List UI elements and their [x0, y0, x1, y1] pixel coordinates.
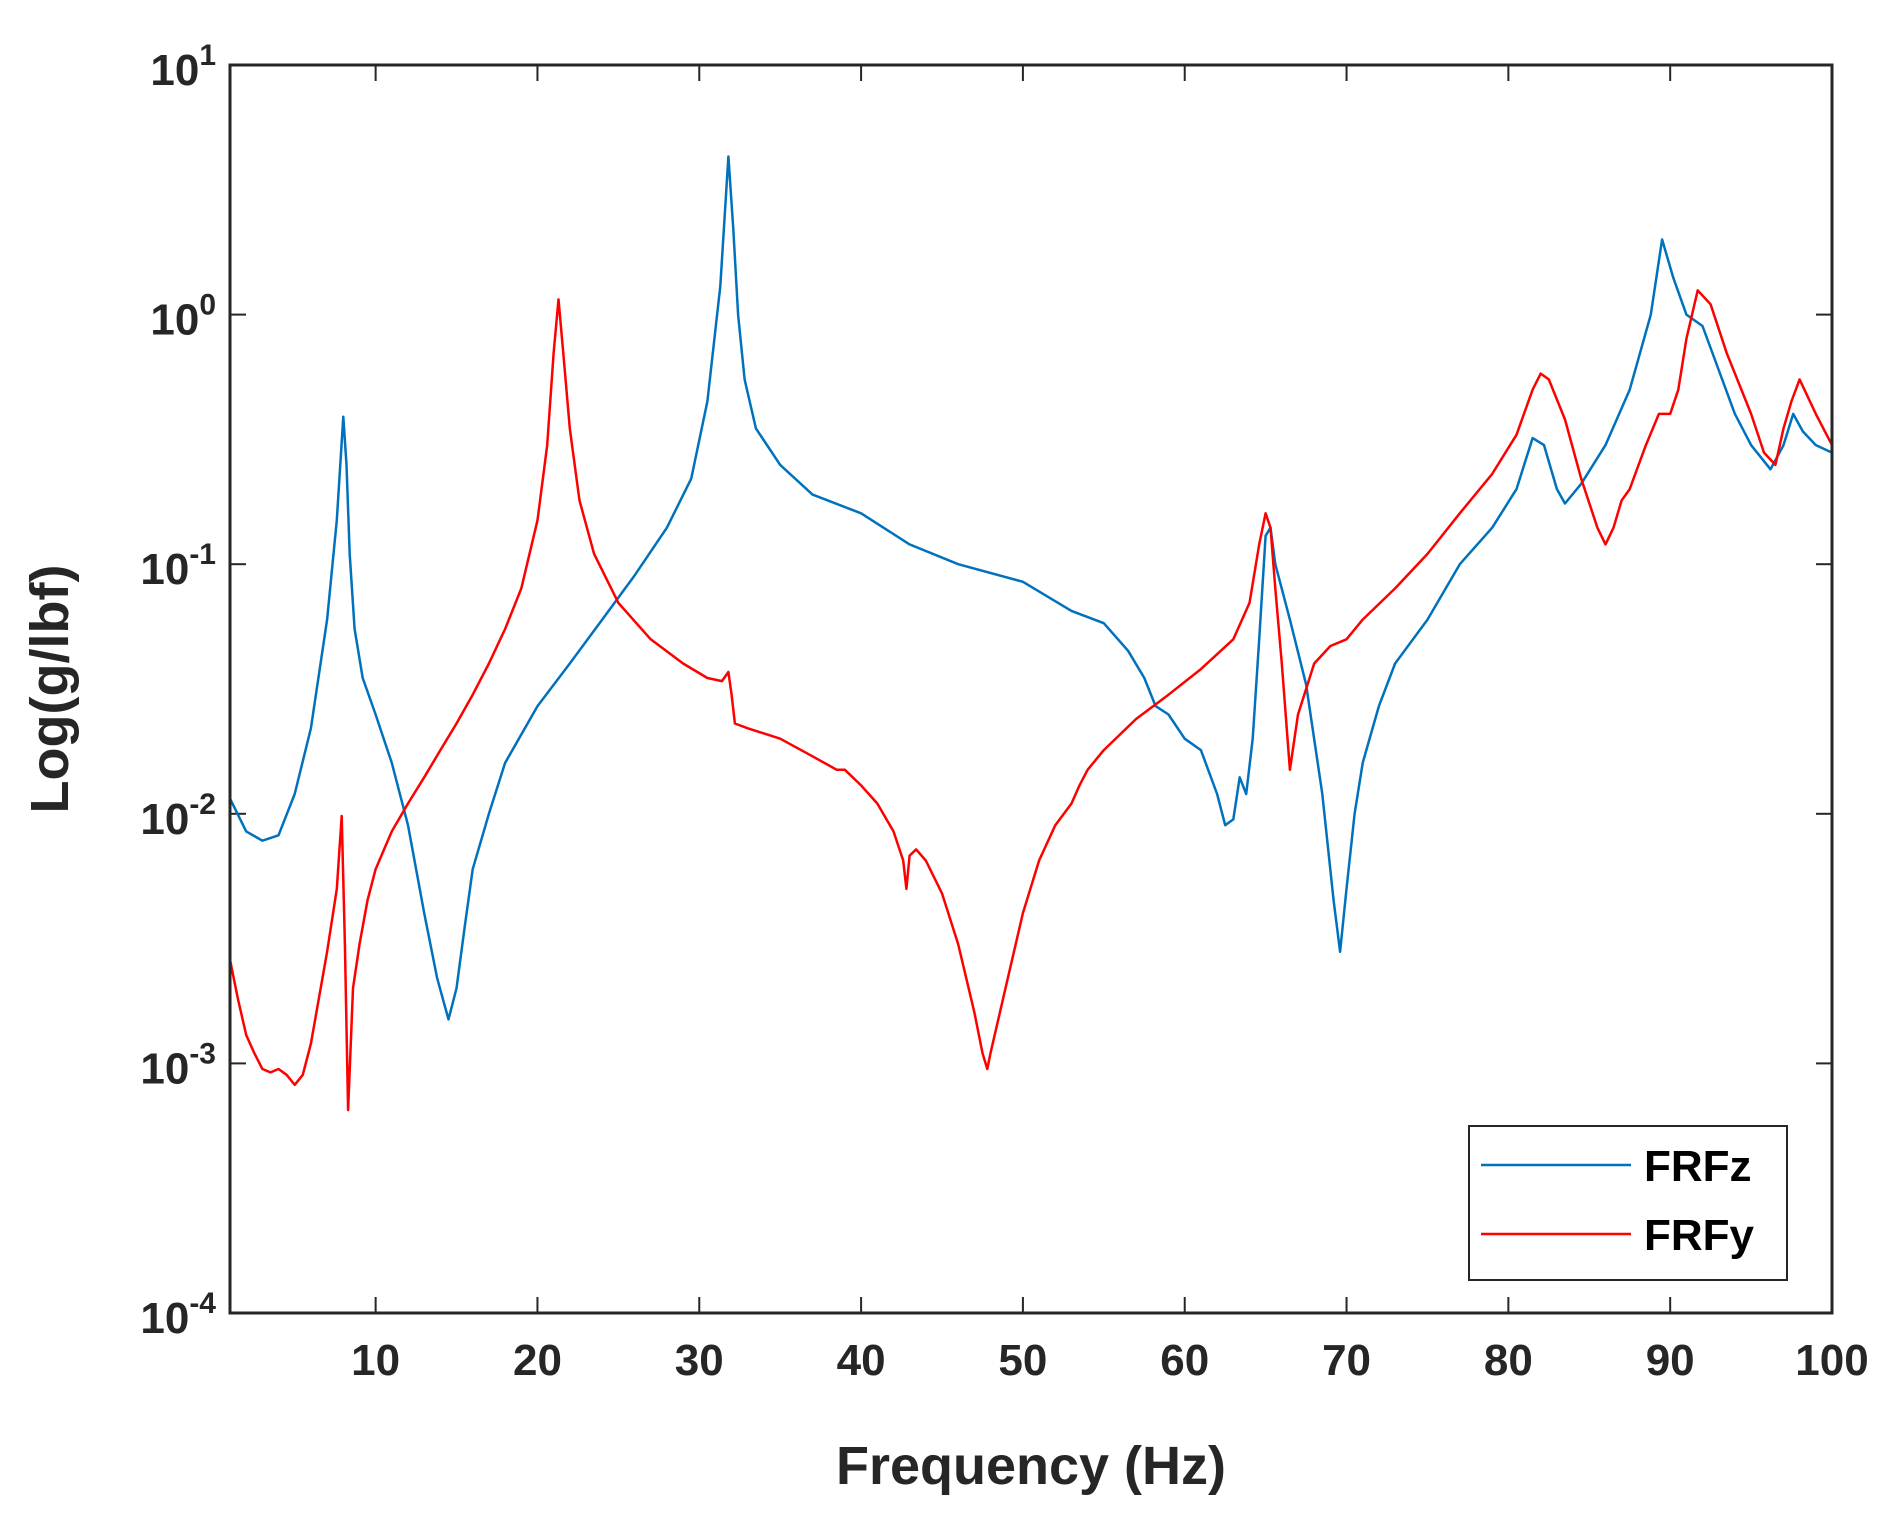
legend-label-frfz: FRFz: [1644, 1142, 1752, 1191]
x-tick-label: 50: [998, 1336, 1047, 1385]
x-axis-title: Frequency (Hz): [836, 1436, 1226, 1496]
y-tick-label: 10-4: [140, 1287, 216, 1343]
plot-area-frame: [228, 63, 1834, 1315]
y-axis-title: Log(g/lbf): [20, 565, 80, 814]
x-tick-label: 10: [351, 1336, 400, 1385]
x-axis-tick-labels: 10 20 30 40 50 60 70 80 90 100: [351, 1336, 1869, 1385]
series-line-frfy: [228, 289, 1834, 1112]
y-tick-label: 10-2: [140, 788, 216, 844]
x-tick-label: 80: [1484, 1336, 1533, 1385]
y-tick-label: 10-1: [140, 538, 216, 594]
x-tick-label: 90: [1646, 1336, 1695, 1385]
x-tick-label: 70: [1322, 1336, 1371, 1385]
y-tick-label: 10-3: [140, 1037, 216, 1093]
x-tick-label: 20: [513, 1336, 562, 1385]
y-axis-tick-labels: 101 100 10-1 10-2 10-3 10-4: [140, 39, 216, 1343]
y-tick-label: 101: [150, 39, 216, 95]
x-tick-label: 30: [675, 1336, 724, 1385]
legend-label-frfy: FRFy: [1644, 1211, 1755, 1260]
x-tick-label: 40: [837, 1336, 886, 1385]
x-tick-label: 60: [1160, 1336, 1209, 1385]
legend-box: [1468, 1125, 1788, 1281]
series-layer: [228, 155, 1834, 1112]
x-axis-ticks: [374, 65, 1833, 1313]
x-tick-label: 100: [1795, 1336, 1868, 1385]
series-line-frfz: [228, 155, 1834, 1021]
legend[interactable]: FRFz FRFy: [1468, 1125, 1788, 1281]
y-tick-label: 100: [150, 289, 216, 345]
